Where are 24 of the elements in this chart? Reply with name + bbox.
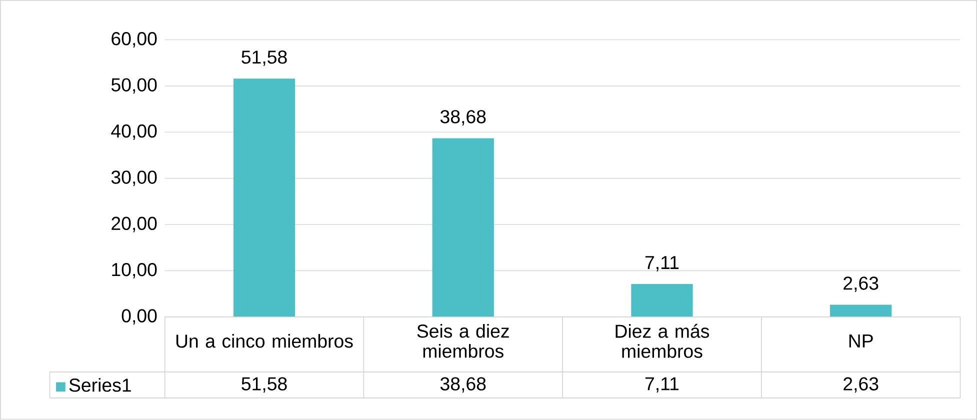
bar: [233, 78, 296, 318]
x-tick-label: Seis a diez miembros: [417, 324, 509, 358]
bar: [432, 138, 494, 318]
data-label: 51,58: [242, 377, 287, 393]
y-tick-label: 10,00: [112, 263, 157, 279]
y-tick-label: 30,00: [111, 170, 157, 186]
y-tick-label: 50,00: [111, 78, 157, 94]
x-tick-label: Diez a más miembros: [616, 324, 710, 358]
bar: [830, 304, 892, 318]
y-tick-label: 60,00: [112, 32, 157, 48]
legend-label: Series1: [69, 378, 131, 392]
text: 51,58: [242, 50, 287, 66]
text: 2,63: [844, 276, 878, 292]
bar: [631, 284, 693, 318]
data-label: 2,63: [844, 377, 878, 393]
x-tick-label: NP: [849, 334, 873, 348]
text: 7,11: [645, 256, 679, 272]
y-tick-label: 20,00: [112, 216, 157, 232]
y-tick-label: 40,00: [111, 124, 157, 140]
x-tick-label: Un a cinco miembros: [176, 334, 353, 348]
text: 38,68: [440, 110, 486, 126]
data-label: 7,11: [645, 377, 679, 393]
y-tick-label: 0,00: [122, 309, 157, 325]
data-label: 38,68: [440, 377, 486, 393]
